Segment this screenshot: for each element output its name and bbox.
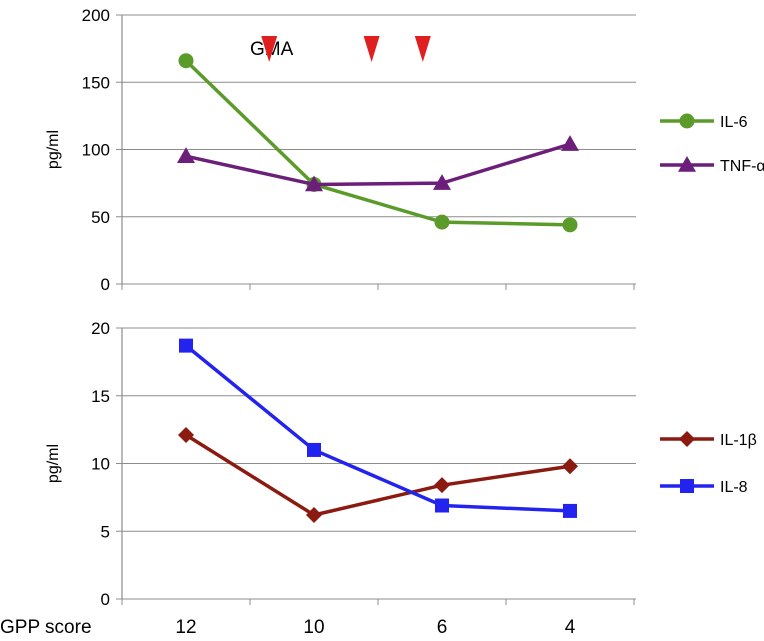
- legend-label: TNF-α: [720, 158, 764, 175]
- y-tick-label: 0: [101, 590, 110, 609]
- data-point-IL-6: [178, 53, 194, 69]
- x-axis: GPP score 12 10 6 4: [0, 617, 576, 638]
- data-point-TNF-α: [177, 147, 195, 163]
- y-tick-label: 100: [82, 141, 110, 160]
- data-point-IL-8: [435, 498, 449, 513]
- data-point-IL-6: [434, 214, 450, 230]
- data-point-IL-1β: [434, 477, 450, 494]
- x-axis-title: GPP score: [0, 617, 92, 638]
- legend-marker-IL-8: [680, 479, 694, 493]
- data-point-IL-1β: [178, 427, 194, 444]
- y-tick-label: 15: [91, 387, 110, 406]
- legend-marker-TNF-α: [678, 156, 696, 172]
- data-point-IL-8: [179, 338, 193, 353]
- gma-arrow-icon: [261, 36, 278, 62]
- legend-marker-IL-6: [679, 113, 695, 129]
- data-point-IL-6: [562, 217, 578, 233]
- x-tick-label: 12: [175, 617, 196, 638]
- legend-label: IL-8: [720, 479, 748, 496]
- y-tick-label: 50: [91, 208, 110, 227]
- legend-label: IL-6: [720, 114, 748, 131]
- series-line-TNF-α: [185, 142, 571, 187]
- legend-label: IL-1β: [720, 432, 757, 449]
- y-tick-label: 150: [82, 73, 110, 92]
- data-point-TNF-α: [561, 135, 579, 151]
- data-point-TNF-α: [305, 175, 323, 192]
- y-axis-title: pg/ml: [45, 444, 62, 483]
- y-axis-title: pg/ml: [45, 130, 62, 169]
- series-line-IL-6: [184, 59, 571, 227]
- gma-arrow-icon: [414, 36, 431, 62]
- gma-arrow-icon: [363, 36, 380, 62]
- y-tick-label: 5: [101, 522, 110, 541]
- data-point-IL-8: [307, 442, 321, 457]
- x-tick-label: 4: [565, 617, 576, 638]
- series-line-IL-1β: [185, 433, 571, 517]
- y-tick-label: 20: [91, 319, 110, 338]
- x-tick-label: 10: [303, 617, 324, 638]
- data-point-IL-1β: [306, 506, 322, 523]
- data-point-IL-8: [563, 503, 577, 518]
- y-tick-label: 10: [91, 455, 110, 474]
- y-tick-label: 0: [101, 275, 110, 294]
- data-point-TNF-α: [433, 174, 451, 190]
- series-line-IL-8: [184, 344, 571, 513]
- data-point-IL-1β: [562, 458, 578, 475]
- legend-marker-IL-1β: [679, 431, 695, 447]
- bottom-panel: 0 5 10 15 20 pg/ml IL-1β IL-8: [45, 319, 757, 609]
- y-tick-label: 200: [82, 6, 110, 25]
- x-tick-label: 6: [437, 617, 448, 638]
